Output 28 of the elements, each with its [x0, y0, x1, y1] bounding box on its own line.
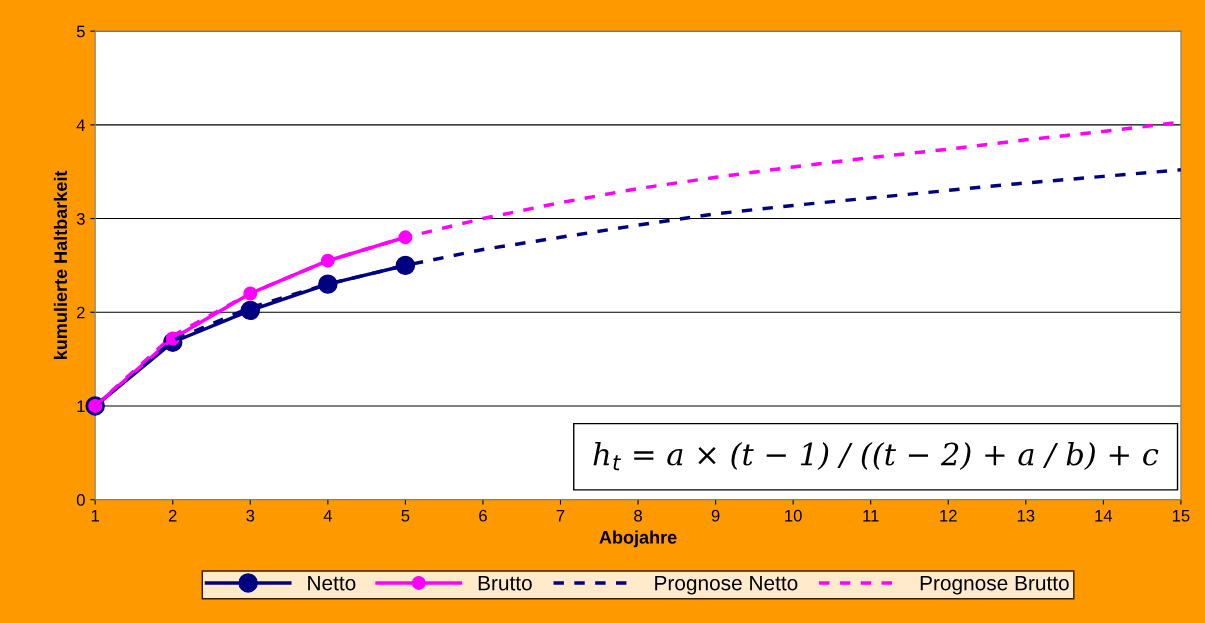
y-axis-title: kumulierte Haltbarkeit — [53, 170, 68, 359]
legend-label: Brutto — [478, 575, 532, 591]
x-tick-label: 10 — [785, 509, 802, 522]
x-tick-label: 1 — [91, 509, 100, 522]
y-tick-label: 0 — [76, 494, 85, 506]
y-tick-label: 2 — [77, 306, 85, 319]
x-tick-label: 11 — [863, 509, 879, 522]
x-tick-label: 5 — [401, 509, 410, 522]
x-axis-title: Abojahre — [599, 530, 677, 548]
y-tick-label: 4 — [76, 119, 85, 131]
x-tick-label: 7 — [556, 509, 565, 522]
x-tick-label: 8 — [634, 509, 642, 522]
x-tick-label: 4 — [323, 509, 332, 522]
x-tick-label: 3 — [246, 509, 255, 522]
x-tick-label: 6 — [479, 509, 487, 522]
x-tick-label: 14 — [1095, 509, 1113, 522]
x-tick-label: 2 — [168, 509, 177, 522]
y-tick-label: 1 — [77, 400, 85, 412]
annotation: h$_{t}$ = a × (t − 1) / ((t − 2) + a / b) + c — [593, 441, 1159, 471]
y-tick-label: 3 — [76, 212, 85, 225]
x-tick-label: 12 — [940, 509, 957, 522]
legend-label: Netto — [308, 575, 356, 591]
legend-label: Prognose Brutto — [920, 575, 1069, 595]
x-tick-label: 13 — [1017, 509, 1035, 522]
legend-label: Prognose Netto — [655, 575, 798, 595]
x-tick-label: 9 — [711, 509, 720, 522]
x-tick-label: 15 — [1172, 509, 1190, 522]
y-tick-label: 5 — [76, 25, 85, 38]
